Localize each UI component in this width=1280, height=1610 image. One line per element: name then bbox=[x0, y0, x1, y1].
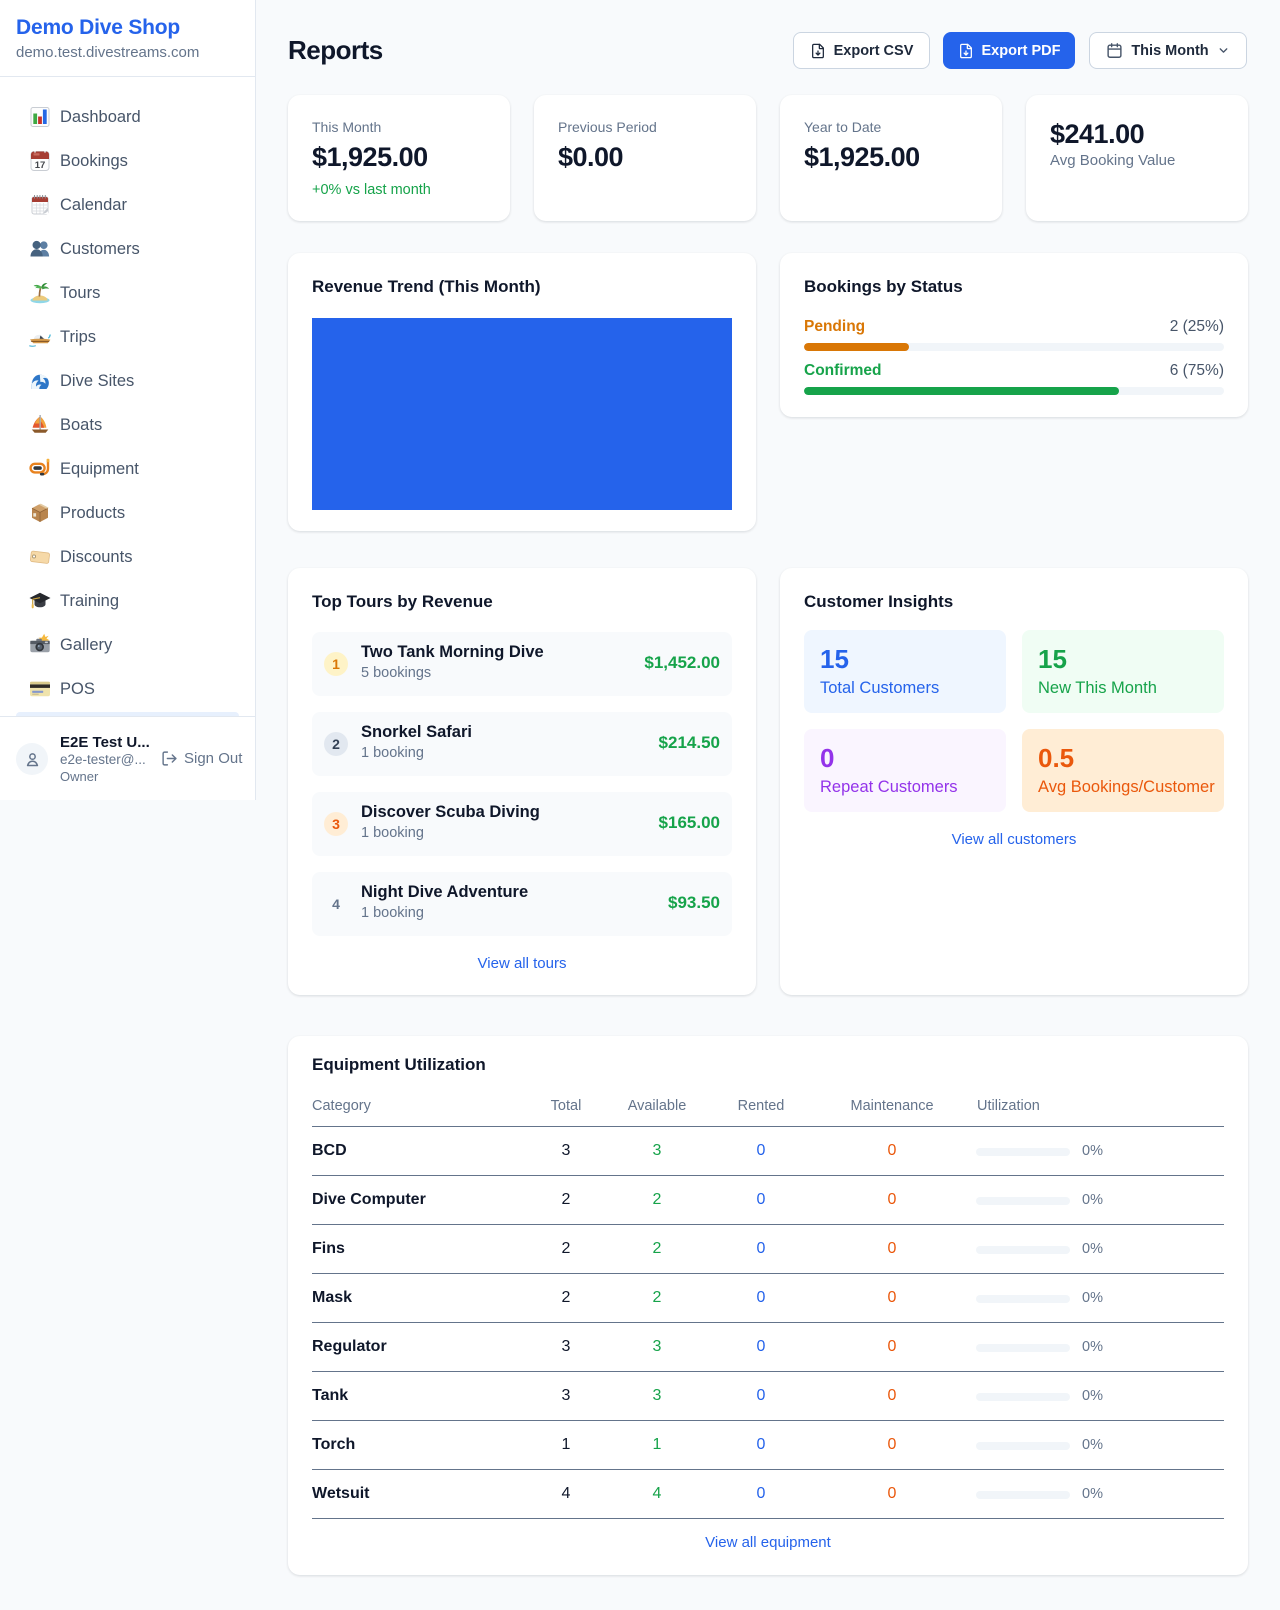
svg-text:17: 17 bbox=[35, 160, 46, 171]
